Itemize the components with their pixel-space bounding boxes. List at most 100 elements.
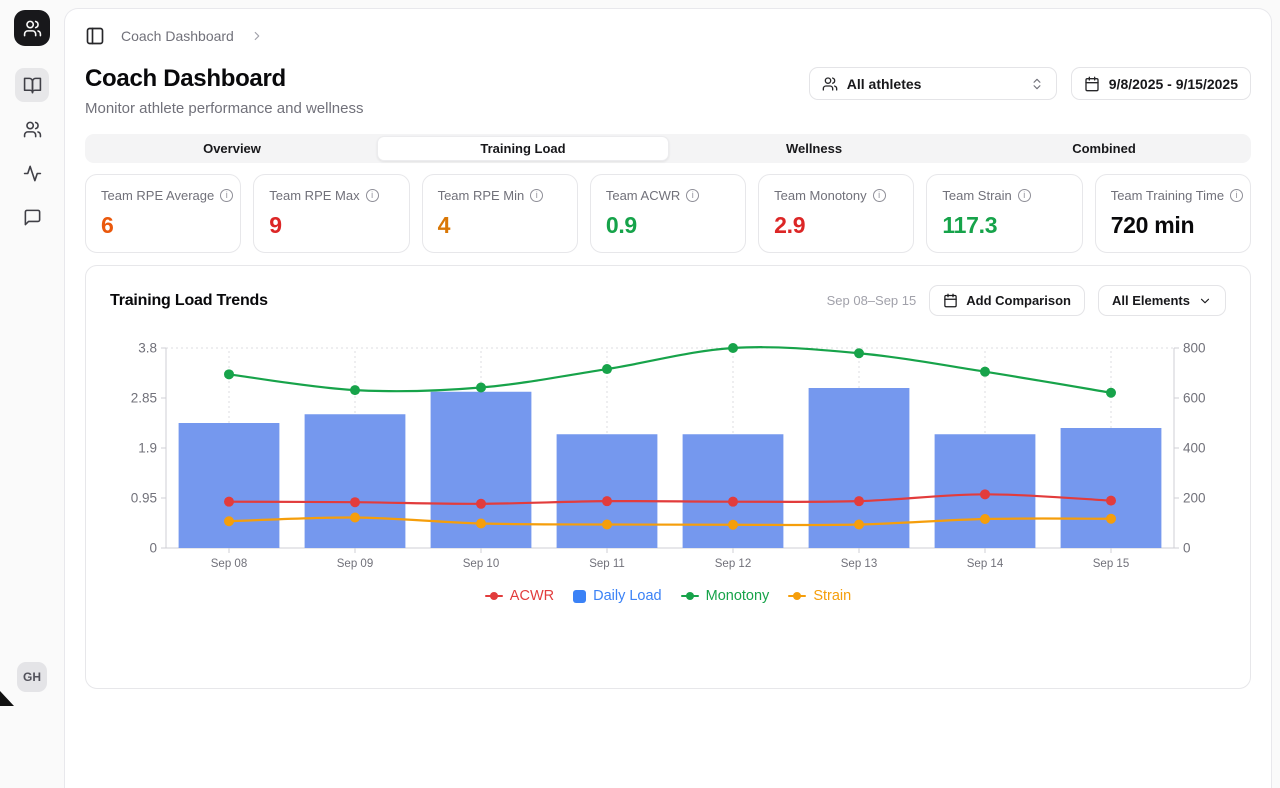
stat-value: 720 min	[1110, 212, 1195, 238]
stat-label: Team Strain	[942, 188, 1012, 203]
sidebar-item-messages[interactable]	[15, 200, 49, 234]
athlete-filter-select[interactable]: All athletes	[808, 67, 1057, 100]
svg-text:1.9: 1.9	[138, 441, 157, 456]
chevron-down-icon	[1200, 298, 1210, 303]
stat-label: Team RPE Max	[269, 188, 360, 203]
chart-legend: ACWR Daily Load Monotony Strain	[110, 588, 1226, 604]
info-icon[interactable]: i	[1017, 189, 1031, 202]
date-range-value: 9/8/2025 - 9/15/2025	[1108, 75, 1238, 92]
svg-text:Sep 15: Sep 15	[1093, 558, 1129, 570]
info-icon[interactable]: i	[220, 189, 234, 202]
stat-label: Team Training Time	[1110, 188, 1225, 203]
legend-label: Daily Load	[593, 588, 662, 604]
legend-label: ACWR	[509, 588, 555, 604]
sidebar-nav	[15, 68, 49, 234]
svg-text:0.95: 0.95	[131, 491, 157, 506]
stat-cards: Team RPE Average i 6 Team RPE Max i 9 Team…	[85, 174, 1251, 253]
app-logo[interactable]	[14, 10, 50, 46]
stat-value: 2.9	[774, 212, 806, 238]
training-load-chart[interactable]: 0 0.95 1.9 2.85 3.8 0 200 400 600 800 Sep 08 Sep 09…	[110, 332, 1228, 580]
stat-card-rpe-average: Team RPE Average i 6	[85, 174, 242, 253]
info-icon[interactable]: i	[686, 189, 700, 202]
svg-text:200: 200	[1183, 491, 1206, 506]
stat-card-strain: Team Strain i 117.3	[926, 174, 1083, 253]
stat-value: 4	[437, 212, 451, 238]
stat-card-monotony: Team Monotony i 2.9	[758, 174, 915, 253]
line-marker-icon	[484, 592, 503, 600]
users-icon	[23, 121, 41, 137]
svg-text:Sep 10: Sep 10	[463, 558, 499, 570]
topbar: Coach Dashboard	[85, 21, 1251, 51]
elements-filter-dropdown[interactable]: All Elements	[1097, 285, 1226, 316]
svg-text:Sep 08: Sep 08	[211, 558, 247, 570]
message-icon	[24, 209, 40, 225]
info-icon[interactable]: i	[530, 189, 544, 202]
svg-text:Sep 11: Sep 11	[589, 558, 625, 570]
tab-combined[interactable]: Combined	[1072, 141, 1136, 156]
svg-text:2.85: 2.85	[131, 391, 157, 406]
chevron-right-icon	[250, 29, 264, 43]
info-icon[interactable]: i	[872, 189, 886, 202]
users-icon	[23, 20, 41, 36]
stat-card-rpe-min: Team RPE Min i 4	[421, 174, 578, 253]
breadcrumb[interactable]: Coach Dashboard	[121, 28, 234, 44]
calendar-icon	[944, 293, 957, 308]
legend-item-daily-load[interactable]: Daily Load	[573, 588, 662, 604]
chart-title: Training Load Trends	[110, 291, 268, 309]
svg-text:800: 800	[1183, 341, 1206, 356]
athlete-filter-value: All athletes	[846, 75, 922, 92]
page-title: Coach Dashboard	[85, 65, 286, 92]
svg-text:3.8: 3.8	[138, 341, 157, 356]
stat-card-acwr: Team ACWR i 0.9	[589, 174, 747, 253]
svg-text:0: 0	[1183, 541, 1191, 556]
book-open-icon	[23, 77, 41, 93]
svg-text:Sep 09: Sep 09	[337, 558, 373, 570]
tab-overview[interactable]: Overview	[203, 141, 261, 156]
sidebar: GH	[0, 0, 64, 706]
svg-text:400: 400	[1183, 441, 1206, 456]
svg-text:Sep 13: Sep 13	[841, 558, 877, 570]
calendar-icon	[1085, 76, 1099, 91]
stat-label: Team Monotony	[774, 188, 867, 203]
legend-label: Monotony	[705, 588, 770, 604]
stat-value: 6	[101, 212, 114, 238]
stat-value: 9	[269, 212, 282, 238]
chart-range-label: Sep 08–Sep 15	[826, 293, 917, 308]
svg-text:Sep 14: Sep 14	[967, 558, 1004, 570]
sidebar-item-athletes[interactable]	[15, 112, 49, 146]
line-marker-icon	[680, 592, 699, 600]
stat-card-training-time: Team Training Time i 720 min	[1094, 174, 1251, 253]
sidebar-item-library[interactable]	[15, 68, 49, 102]
svg-text:600: 600	[1183, 391, 1206, 406]
main-panel: Coach Dashboard Coach Dashboard Monitor …	[64, 8, 1272, 788]
square-marker-icon	[573, 589, 587, 603]
tab-training-load[interactable]: Training Load	[377, 136, 669, 161]
add-comparison-button[interactable]: Add Comparison	[929, 285, 1085, 316]
sidebar-item-activity[interactable]	[15, 156, 49, 190]
users-icon	[822, 76, 838, 91]
legend-label: Strain	[813, 588, 852, 604]
info-icon[interactable]: i	[1230, 189, 1244, 202]
legend-item-acwr[interactable]: ACWR	[484, 588, 555, 604]
svg-text:Sep 12: Sep 12	[715, 558, 751, 570]
training-load-trends-card: Training Load Trends Sep 08–Sep 15 Add C…	[85, 265, 1251, 689]
stat-value: 117.3	[942, 212, 998, 238]
user-avatar[interactable]: GH	[17, 662, 47, 692]
tab-bar: Overview Training Load Wellness Combined	[85, 134, 1251, 163]
stat-label: Team RPE Average	[101, 188, 215, 203]
svg-text:0: 0	[149, 541, 157, 556]
page-heading: Coach Dashboard Monitor athlete performa…	[85, 65, 363, 117]
date-range-button[interactable]: 9/8/2025 - 9/15/2025	[1070, 67, 1251, 100]
stat-label: Team RPE Min	[437, 188, 525, 203]
page-subtitle: Monitor athlete performance and wellness	[85, 100, 364, 117]
panel-toggle-icon[interactable]	[85, 26, 105, 46]
mouse-cursor	[0, 691, 14, 706]
stat-value: 0.9	[605, 212, 637, 238]
chevrons-up-down-icon	[1033, 78, 1041, 89]
info-icon[interactable]: i	[365, 189, 379, 202]
tab-wellness[interactable]: Wellness	[785, 141, 843, 156]
legend-item-strain[interactable]: Strain	[788, 588, 851, 604]
stat-label: Team ACWR	[605, 188, 681, 203]
legend-item-monotony[interactable]: Monotony	[680, 588, 770, 604]
activity-icon	[23, 165, 41, 181]
